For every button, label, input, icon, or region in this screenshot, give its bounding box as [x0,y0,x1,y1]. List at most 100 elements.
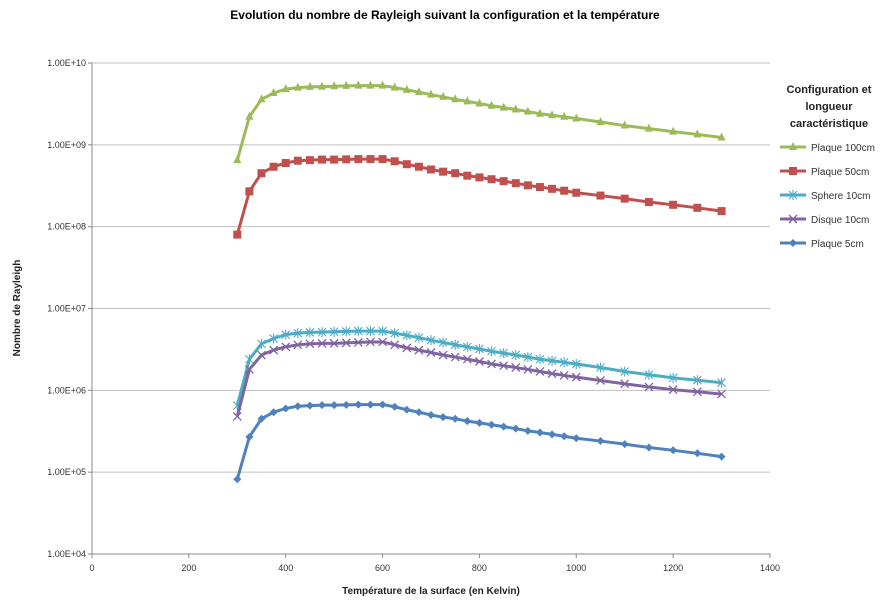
data-point [317,327,327,338]
data-point [342,80,351,89]
data-point [366,80,375,89]
data-point [293,156,302,165]
data-point [245,111,254,120]
data-point [414,162,423,171]
data-point [390,328,400,339]
legend-item-plaque-100cm: Plaque 100cm [780,142,875,154]
data-point [523,106,532,115]
legend-marker [789,239,797,247]
data-point [717,377,726,388]
data-point [366,155,375,164]
data-point [414,332,424,343]
data-point [692,387,702,397]
data-point [342,400,351,409]
y-tick-label: 1.00E+05 [47,467,86,477]
data-point [426,335,436,346]
data-point [548,430,557,439]
data-point [668,385,678,395]
data-point [523,181,532,190]
legend-label: Plaque 100cm [811,143,875,154]
data-point [535,108,544,117]
legend-title: Configuration et [787,84,872,96]
x-tick-label: 0 [89,563,94,573]
data-point [378,155,387,164]
data-point [462,354,472,364]
data-point [341,338,351,348]
data-point [535,428,544,437]
data-point [463,417,472,426]
data-point [535,183,544,192]
legend-label: Plaque 50cm [811,167,869,178]
data-point [439,413,448,422]
data-point [390,402,399,411]
data-point [474,357,484,366]
data-point [269,333,278,344]
data-point [669,200,678,209]
data-point [450,339,460,350]
y-axis-title: Nombre de Rayleigh [12,260,23,357]
data-point [451,94,460,103]
y-tick-label: 1.00E+04 [47,549,86,559]
data-point [499,361,509,371]
data-point [669,446,678,455]
data-point [596,117,605,126]
data-point [487,346,496,357]
data-point [548,184,557,193]
data-point [596,191,605,200]
data-point [281,158,290,167]
data-point [451,414,460,423]
legend-title: caractéristique [790,118,868,130]
series-line-plaque-100cm [235,84,722,161]
data-point [354,400,363,409]
data-point [426,348,436,357]
series-plaque-5cm [233,400,726,484]
data-point [596,437,605,446]
data-point [487,100,496,109]
legend-marker [789,167,797,175]
data-point [717,389,727,399]
legend-marker [789,142,797,150]
data-point [318,81,327,90]
data-point [487,359,496,369]
data-point [257,350,266,360]
data-point [257,94,266,103]
data-point [499,422,508,431]
data-point [644,198,653,207]
data-point [620,366,630,377]
data-point [535,354,545,365]
data-point [293,402,302,411]
data-point [366,400,375,409]
data-point [692,375,702,386]
data-point [535,367,545,376]
data-point [341,326,351,337]
chart-title: Evolution du nombre de Rayleigh suivant … [230,8,660,22]
y-tick-label: 1.00E+06 [47,385,86,395]
data-point [281,404,290,413]
data-point [233,155,242,164]
data-point [378,337,388,347]
data-point [717,132,726,141]
data-point [450,352,460,362]
data-point [548,110,557,119]
data-point [366,337,375,347]
data-point [463,96,472,105]
axes: 1.00E+04 1.00E+05 1.00E+06 1.00E+07 1.00E+08… [47,58,780,573]
data-point [233,230,242,239]
legend-title: longueur [805,101,853,113]
data-point [353,326,363,337]
data-point [329,338,339,348]
data-point [559,357,569,368]
data-point [402,343,412,353]
data-point [620,120,629,129]
x-axis-title: Température de la surface (en Kelvin) [342,586,520,597]
data-point [717,452,726,461]
data-point [523,352,533,363]
x-tick-label: 600 [375,563,390,573]
data-point [378,80,387,89]
data-point [293,340,303,350]
data-point [475,343,484,354]
data-point [414,345,424,355]
data-point [293,328,303,339]
data-point [499,102,508,111]
data-point [571,358,581,369]
